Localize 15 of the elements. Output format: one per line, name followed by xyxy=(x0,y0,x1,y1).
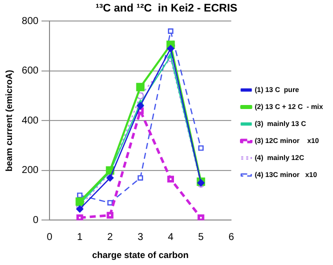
x-tick-label: 4 xyxy=(168,232,174,243)
x-tick-label: 1 xyxy=(76,232,83,243)
y-tick-label: 600 xyxy=(22,66,39,77)
x-tick-label: 6 xyxy=(228,232,234,243)
x-tick-label: 5 xyxy=(198,232,204,243)
y-tick-label: 200 xyxy=(22,165,39,176)
x-tick-label: 3 xyxy=(138,232,144,243)
x-axis-title: charge state of carbon xyxy=(92,250,189,260)
x-tick-label: 0 xyxy=(46,232,53,243)
chart-title: ¹³C and ¹²C in Kei2 - ECRIS xyxy=(96,2,238,15)
y-axis-title: beam current (emicroA) xyxy=(4,70,14,172)
y-tick-label: 800 xyxy=(22,16,39,27)
y-tick-label: 0 xyxy=(32,214,39,226)
x-tick-label: 2 xyxy=(107,232,114,243)
y-tick-label: 400 xyxy=(22,115,39,126)
